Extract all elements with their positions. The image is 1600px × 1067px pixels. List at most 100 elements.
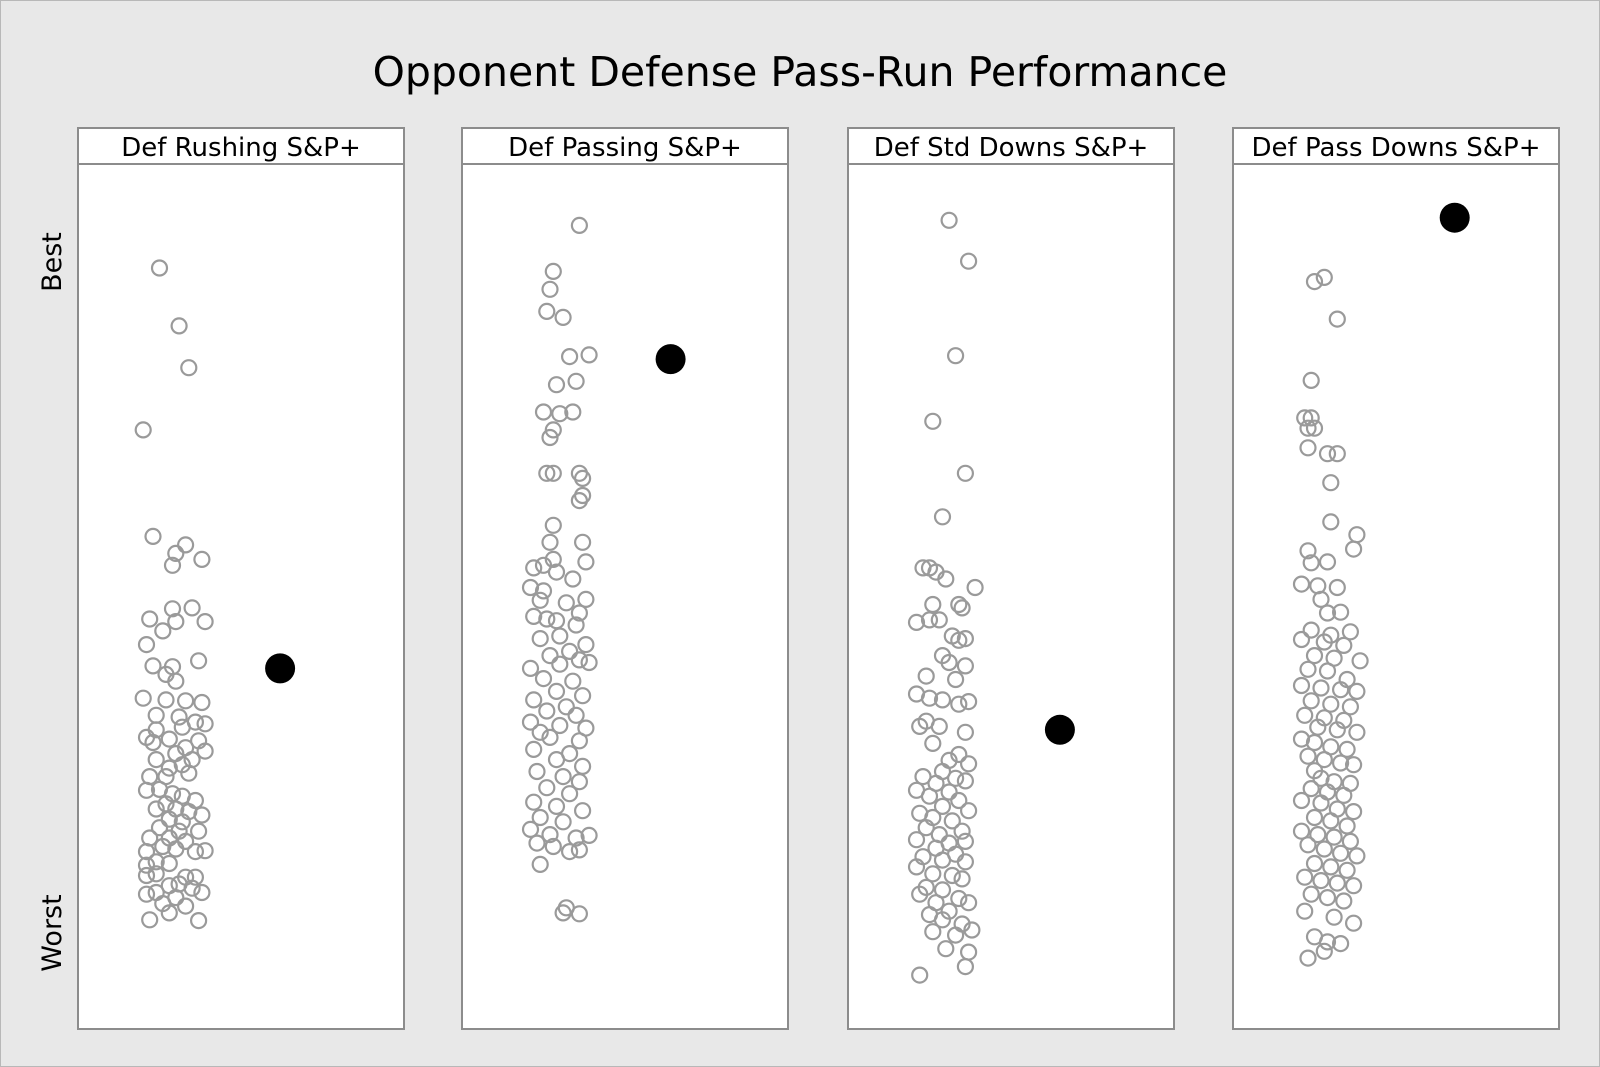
panel-header — [1232, 127, 1560, 165]
data-point — [1331, 754, 1350, 772]
data-point — [557, 698, 575, 716]
data-point — [554, 767, 572, 786]
data-point — [1344, 914, 1363, 932]
data-point — [1348, 682, 1366, 701]
highlight-point — [655, 344, 686, 375]
data-point — [1318, 662, 1337, 680]
data-point — [937, 570, 955, 588]
data-point — [525, 607, 543, 626]
data-point — [1305, 854, 1324, 873]
y-label-worst: Worst — [37, 894, 68, 971]
data-point — [193, 806, 211, 824]
data-point — [920, 611, 939, 629]
data-point — [134, 421, 152, 439]
data-point — [1344, 540, 1363, 558]
data-point — [943, 866, 961, 885]
data-point — [557, 594, 575, 612]
data-point — [528, 834, 546, 852]
data-point — [924, 412, 942, 430]
data-point — [1296, 902, 1314, 920]
data-point — [933, 691, 952, 709]
data-point — [551, 655, 569, 673]
data-point — [193, 550, 211, 569]
data-point — [160, 730, 178, 748]
data-point — [534, 669, 553, 688]
data-point — [538, 464, 556, 482]
data-point — [521, 659, 540, 678]
data-point — [525, 740, 543, 759]
data-point — [137, 842, 156, 861]
data-point — [173, 718, 191, 736]
data-point — [196, 742, 214, 760]
data-point — [1315, 840, 1333, 858]
data-point — [525, 691, 543, 709]
data-point — [541, 825, 559, 844]
data-point — [1305, 419, 1324, 437]
data-point — [1299, 949, 1317, 967]
data-point — [160, 904, 178, 922]
data-point — [577, 635, 595, 654]
data-point — [551, 405, 569, 423]
data-point — [144, 527, 162, 546]
data-point — [1302, 885, 1320, 903]
data-point — [1335, 786, 1353, 805]
data-point — [170, 317, 188, 335]
data-point — [525, 793, 543, 811]
data-point — [1296, 409, 1314, 427]
data-point — [956, 464, 975, 482]
data-point — [911, 717, 929, 736]
data-point — [1335, 636, 1353, 655]
data-point — [1299, 747, 1317, 765]
data-point — [547, 563, 566, 581]
data-point — [186, 868, 204, 886]
data-point — [167, 544, 185, 563]
data-point — [1292, 575, 1311, 593]
data-point — [154, 837, 172, 856]
data-point — [950, 889, 968, 908]
data-point — [956, 772, 975, 790]
data-point — [963, 921, 981, 939]
data-point — [541, 533, 559, 551]
data-point — [1328, 721, 1346, 739]
data-point — [943, 812, 961, 830]
data-point — [531, 591, 549, 609]
data-point — [1312, 794, 1330, 812]
data-point — [1305, 808, 1324, 827]
data-point — [956, 723, 975, 741]
data-point — [917, 819, 935, 837]
data-point — [547, 750, 566, 769]
data-point — [1325, 908, 1343, 926]
data-point — [177, 897, 195, 915]
data-point — [1299, 836, 1317, 854]
data-point — [920, 689, 939, 707]
data-point — [1348, 723, 1366, 741]
panel-plot-area — [847, 163, 1175, 1030]
data-point — [554, 308, 572, 326]
data-point — [534, 403, 553, 421]
data-point — [180, 764, 198, 782]
data-point — [137, 885, 156, 903]
data-point — [1335, 892, 1353, 910]
data-point — [907, 831, 926, 849]
data-point — [183, 599, 201, 617]
panel-2: Def Passing S&P+ — [461, 127, 789, 1030]
data-point — [953, 599, 971, 617]
data-point — [1331, 681, 1350, 699]
data-point — [914, 767, 932, 786]
y-label-best: Best — [37, 232, 68, 292]
data-point — [544, 837, 562, 856]
data-point — [1302, 692, 1320, 710]
data-point — [544, 464, 562, 482]
data-point — [1296, 706, 1314, 724]
data-point — [956, 957, 975, 976]
data-point — [950, 631, 968, 649]
data-point — [564, 570, 582, 588]
data-point — [950, 791, 968, 810]
data-point — [147, 750, 165, 769]
data-point — [956, 832, 975, 851]
data-point — [193, 883, 211, 902]
data-point — [538, 779, 556, 797]
data-point — [933, 508, 952, 526]
data-point — [1302, 621, 1320, 639]
